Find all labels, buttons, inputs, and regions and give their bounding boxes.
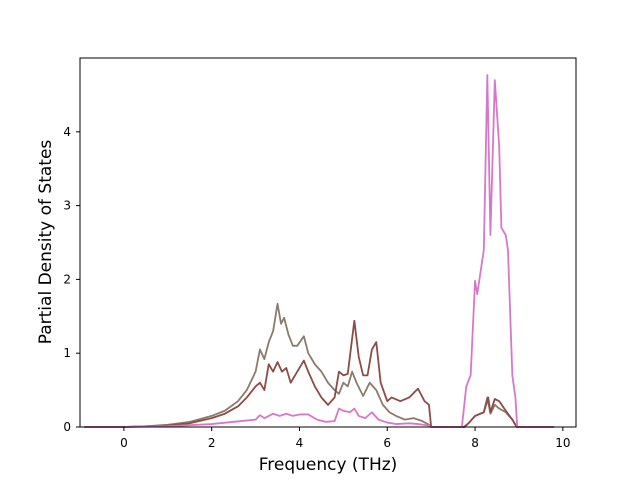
plot-area: [84, 74, 555, 428]
series-line-3: [84, 74, 555, 428]
x-tick-label: 0: [120, 436, 128, 450]
y-tick-label: 2: [63, 272, 71, 286]
x-tick-label: 6: [383, 436, 391, 450]
y-tick-label: 0: [63, 420, 71, 434]
y-tick-label: 4: [63, 125, 71, 139]
x-tick-label: 8: [471, 436, 479, 450]
series-line-2: [84, 319, 555, 428]
y-tick-label: 1: [63, 346, 71, 360]
x-axis-label: Frequency (THz): [259, 455, 398, 475]
series-line-1: [84, 302, 555, 428]
x-tick-label: 4: [296, 436, 304, 450]
x-axis: 0 2 4 6 8 10: [120, 427, 570, 450]
y-tick-label: 3: [63, 199, 71, 213]
y-axis-label: Partial Density of States: [36, 140, 56, 345]
x-tick-label: 10: [555, 436, 570, 450]
plot-frame: [79, 57, 577, 428]
y-axis: 0 1 2 3 4: [63, 125, 80, 434]
x-tick-label: 2: [208, 436, 216, 450]
